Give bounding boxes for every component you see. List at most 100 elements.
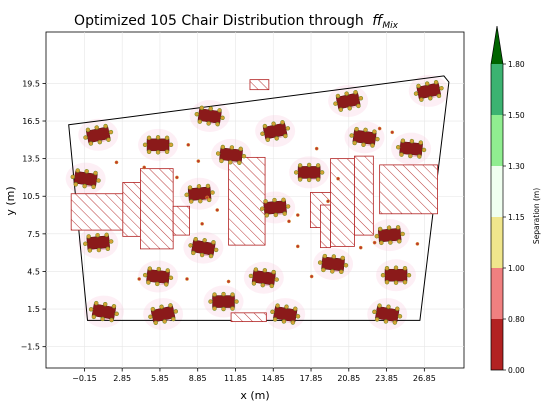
chair-point	[282, 211, 287, 216]
chair-point	[347, 106, 352, 111]
chair-point	[262, 123, 268, 129]
chair-point	[153, 320, 158, 326]
chair-point	[221, 291, 226, 297]
chair-point	[319, 170, 325, 175]
chair-point	[321, 267, 326, 273]
chair-point	[208, 299, 213, 304]
colorbar-tick-label: 1.80	[508, 60, 525, 69]
chair-point	[374, 317, 380, 322]
chair-point	[142, 272, 148, 278]
chair-point	[338, 107, 344, 112]
chair-point	[109, 239, 114, 244]
colorbar: 0.00 0.80 1.00 1.15 1.30 1.50 1.80	[490, 25, 525, 375]
colorbar-tick-label: 1.15	[508, 213, 525, 222]
loose-chair-point	[215, 208, 220, 212]
chair-point	[191, 250, 196, 256]
chair-point	[386, 304, 391, 309]
chair-point	[384, 280, 390, 285]
chair-point	[82, 183, 87, 189]
y-tick-label: 4.5	[27, 267, 40, 276]
loose-chair-point	[185, 277, 189, 281]
obstacle	[230, 312, 267, 323]
chair-point	[421, 147, 427, 153]
chair-point	[228, 160, 233, 165]
chair-point	[199, 105, 204, 111]
chair-point	[213, 247, 219, 253]
chair-point	[229, 145, 235, 150]
chair-point	[88, 141, 94, 146]
chair-point	[96, 247, 102, 253]
chair-point	[75, 168, 80, 173]
loose-chair-point	[200, 221, 204, 226]
chair-point	[253, 267, 259, 272]
chair-point	[114, 311, 119, 317]
chair-point	[206, 121, 211, 126]
chair-point	[215, 151, 221, 156]
loose-chair-point	[295, 244, 300, 249]
chair-point	[95, 232, 100, 238]
chair-group	[142, 135, 174, 155]
chair-point	[433, 80, 439, 85]
chair-point	[428, 96, 433, 101]
chair-point	[159, 304, 164, 309]
chair-point	[164, 149, 170, 155]
chair-point	[317, 260, 323, 265]
chart-title-math-sub: Mix	[382, 21, 398, 31]
colorbar-tick-label: 1.50	[508, 111, 525, 120]
chair-group	[83, 123, 114, 146]
chair-point	[413, 91, 419, 96]
chair-point	[384, 266, 390, 271]
obstacle	[354, 155, 374, 236]
chair-point	[315, 177, 321, 182]
chair-point	[275, 303, 280, 308]
chair-point	[211, 240, 216, 245]
x-tick-label: 5.85	[151, 374, 169, 383]
chair-point	[147, 266, 153, 271]
chair-point	[106, 137, 111, 142]
chair-group	[380, 265, 412, 285]
chair-point	[352, 140, 357, 146]
colorbar-tick-label: 1.30	[508, 162, 525, 171]
chair-point	[306, 162, 312, 168]
chair-point	[219, 158, 224, 164]
chair-point	[297, 177, 303, 182]
chair-point	[293, 306, 298, 311]
chair-point	[333, 101, 338, 106]
obstacle	[249, 79, 270, 91]
chair-point	[269, 283, 274, 289]
chair-point	[400, 138, 406, 143]
chair-group	[259, 197, 291, 218]
loose-chair-point	[137, 277, 142, 281]
chair-group	[208, 291, 239, 312]
chair-point	[205, 183, 211, 189]
chair-point	[234, 299, 239, 304]
chair-point	[377, 226, 383, 232]
chair-point	[189, 199, 194, 204]
loose-chair-point	[372, 240, 377, 245]
loose-chair-point	[309, 274, 314, 279]
y-tick-label: 7.5	[27, 230, 40, 239]
chair-point	[343, 263, 349, 268]
chair-group	[293, 162, 325, 183]
chair-point	[417, 154, 422, 159]
chair-point	[194, 111, 200, 117]
x-tick-label: 20.85	[337, 374, 360, 383]
colorbar-extension	[491, 26, 503, 64]
chair-group	[188, 236, 219, 259]
chair-point	[406, 273, 412, 278]
chair-point	[87, 248, 93, 253]
chair-group	[83, 232, 114, 253]
colorbar-segment	[491, 268, 503, 319]
chair-point	[335, 93, 341, 99]
chair-point	[395, 145, 401, 150]
chair-point	[264, 213, 269, 218]
chair-point	[386, 225, 392, 230]
x-tick-label: 11.85	[224, 374, 247, 383]
x-tick-label: 8.85	[189, 374, 207, 383]
chair-point	[274, 136, 279, 141]
chair-group	[260, 120, 291, 142]
chair-group	[372, 303, 403, 325]
chair-group	[148, 303, 179, 326]
colorbar-segment	[491, 166, 503, 217]
